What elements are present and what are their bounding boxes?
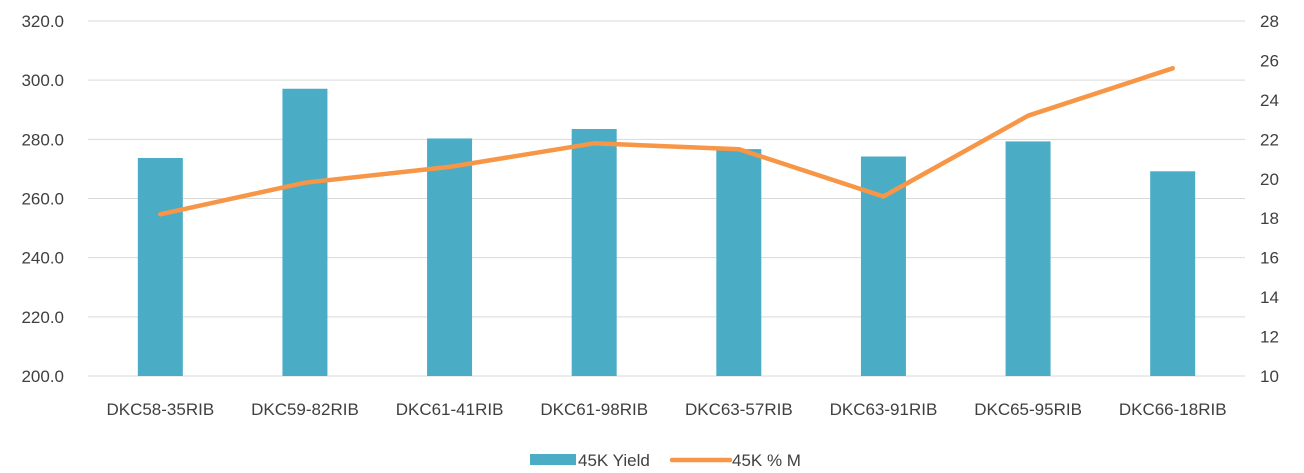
right-tick-label: 14 [1260, 288, 1279, 307]
bar [427, 138, 473, 376]
category-label: DKC59-82RIB [251, 400, 359, 419]
line-series [158, 66, 1175, 217]
category-label: DKC58-35RIB [106, 400, 214, 419]
gridlines [88, 20, 1245, 377]
right-tick-label: 22 [1260, 130, 1279, 149]
left-tick-label: 300.0 [21, 71, 64, 90]
bar [1005, 141, 1051, 376]
right-tick-label: 26 [1260, 51, 1279, 70]
line-path [158, 66, 1175, 217]
category-label: DKC63-57RIB [685, 400, 793, 419]
legend-label-line: 45K % M [732, 451, 801, 470]
left-tick-label: 240.0 [21, 249, 64, 268]
bar [716, 149, 762, 376]
category-axis: DKC58-35RIB DKC59-82RIB DKC61-41RIB DKC61-9… [106, 400, 1226, 419]
category-label: DKC66-18RIB [1119, 400, 1227, 419]
left-tick-label: 280.0 [21, 130, 64, 149]
category-label: DKC61-98RIB [540, 400, 648, 419]
bar-series [137, 88, 1196, 376]
right-axis: 10 12 14 16 18 20 22 24 26 28 [1260, 12, 1279, 386]
legend-swatch-bar [530, 454, 576, 465]
right-tick-label: 18 [1260, 209, 1279, 228]
right-tick-label: 20 [1260, 170, 1279, 189]
right-tick-label: 10 [1260, 367, 1279, 386]
left-tick-label: 200.0 [21, 367, 64, 386]
category-label: DKC63-91RIB [830, 400, 938, 419]
legend: 45K Yield 45K % M [530, 451, 801, 470]
bar [571, 128, 617, 376]
bar [137, 157, 183, 376]
left-tick-label: 220.0 [21, 308, 64, 327]
left-tick-label: 260.0 [21, 190, 64, 209]
bar [282, 88, 328, 376]
category-label: DKC61-41RIB [396, 400, 504, 419]
right-tick-label: 12 [1260, 328, 1279, 347]
left-tick-label: 320.0 [21, 12, 64, 31]
right-tick-label: 16 [1260, 249, 1279, 268]
category-label: DKC65-95RIB [974, 400, 1082, 419]
bar [1150, 171, 1196, 376]
right-tick-label: 24 [1260, 91, 1279, 110]
left-axis: 200.0 220.0 240.0 260.0 280.0 300.0 320.0 [21, 12, 64, 386]
legend-label-bar: 45K Yield [578, 451, 650, 470]
right-tick-label: 28 [1260, 12, 1279, 31]
